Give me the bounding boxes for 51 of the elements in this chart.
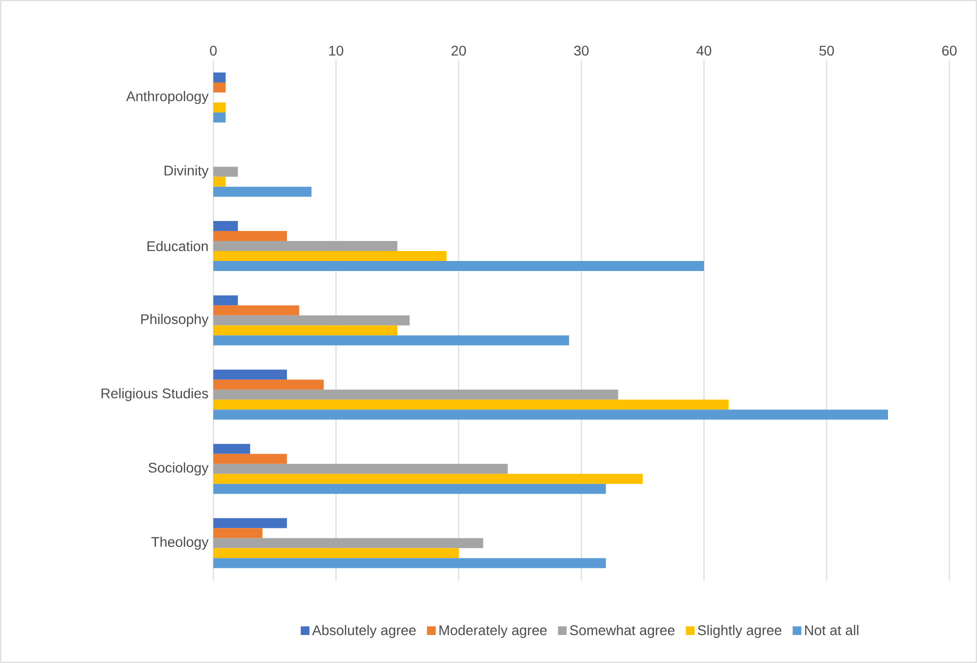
bar	[213, 241, 398, 252]
x-tick-label: 60	[942, 46, 957, 56]
bar	[213, 400, 729, 410]
y-tick-label: Theology	[151, 536, 209, 550]
bar	[213, 335, 570, 346]
x-tick-label: 0	[210, 46, 217, 56]
bar	[213, 410, 888, 420]
y-tick-label: Philosophy	[141, 314, 209, 327]
bar	[213, 221, 238, 232]
bar	[213, 305, 300, 316]
bar	[213, 315, 410, 326]
bar	[213, 464, 508, 474]
x-tick-label: 40	[696, 46, 712, 56]
legend-label: Absolutely agree	[312, 624, 416, 638]
bar	[213, 295, 238, 306]
bar	[213, 380, 324, 390]
y-tick-label: Divinity	[164, 165, 209, 178]
bar	[213, 548, 459, 558]
bar	[213, 325, 398, 336]
bar	[213, 444, 250, 454]
bar	[213, 390, 618, 400]
legend-label: Somewhat agree	[570, 624, 675, 638]
bar	[213, 454, 287, 464]
bar	[213, 370, 287, 380]
y-tick-label: Education	[148, 240, 208, 252]
bar	[213, 112, 226, 122]
bar	[213, 72, 226, 82]
bar	[213, 261, 704, 272]
bar	[213, 528, 262, 538]
legend-label: Slightly agree	[698, 624, 782, 638]
bar	[213, 166, 238, 177]
bar	[213, 538, 484, 548]
bar	[213, 82, 226, 92]
x-tick-label: 20	[452, 46, 466, 56]
legend-label: Moderately agree	[440, 624, 547, 638]
bar	[213, 484, 606, 494]
bar	[213, 474, 643, 484]
bar	[213, 186, 312, 197]
y-tick-label: Anthropology	[126, 90, 209, 104]
x-tick-label: 10	[329, 46, 344, 56]
bar	[213, 518, 287, 528]
bar	[213, 102, 226, 112]
bar	[213, 558, 606, 568]
bar	[213, 251, 446, 262]
bar	[213, 176, 226, 187]
bar	[213, 231, 287, 242]
y-tick-label: Sociology	[148, 462, 209, 476]
y-tick-label: Religious Studies	[102, 388, 208, 402]
x-tick-label: 30	[574, 46, 589, 56]
x-tick-label: 50	[819, 46, 834, 56]
legend-label: Not at all	[805, 624, 858, 636]
